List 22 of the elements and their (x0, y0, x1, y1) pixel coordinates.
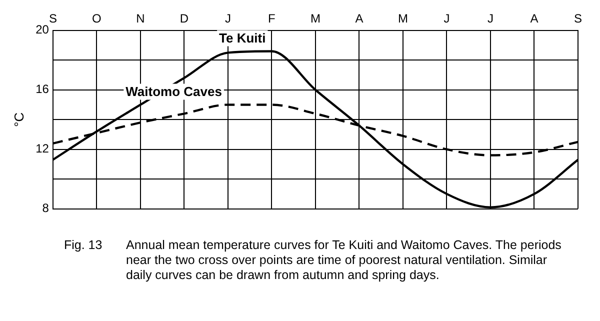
x-tick-label: J (224, 12, 231, 26)
y-tick-label: 20 (36, 22, 50, 37)
x-tick-label: A (355, 12, 364, 26)
text: Annual mean temperature curves for Te Kuiti and Waitomo Caves. The periods near the two cross over points are time of poorest natural ventilation. Similar daily curves can be drawn from autumn and spring days. (126, 238, 562, 283)
y-tick-label: 16 (36, 82, 50, 96)
series-label: Te Kuiti (219, 30, 266, 46)
x-tick-label: F (268, 12, 276, 26)
y-tick-label: 12 (36, 142, 50, 156)
y-tick-label: 8 (42, 201, 50, 216)
x-tick-label: S (574, 12, 582, 26)
x-tick-label: M (310, 12, 320, 26)
x-tick-label: N (136, 12, 145, 26)
x-tick-label: S (48, 12, 57, 26)
series-label: Waitomo Caves (126, 84, 222, 99)
x-tick-label: J (487, 12, 494, 26)
y-axis-title: °C (11, 112, 26, 127)
x-tick-label: A (530, 12, 538, 26)
x-tick-label: O (92, 12, 102, 26)
x-tick-label: D (180, 12, 189, 26)
x-tick-label: M (398, 12, 408, 26)
caption: Fig. 13 (64, 238, 104, 254)
x-tick-label: J (444, 12, 450, 26)
